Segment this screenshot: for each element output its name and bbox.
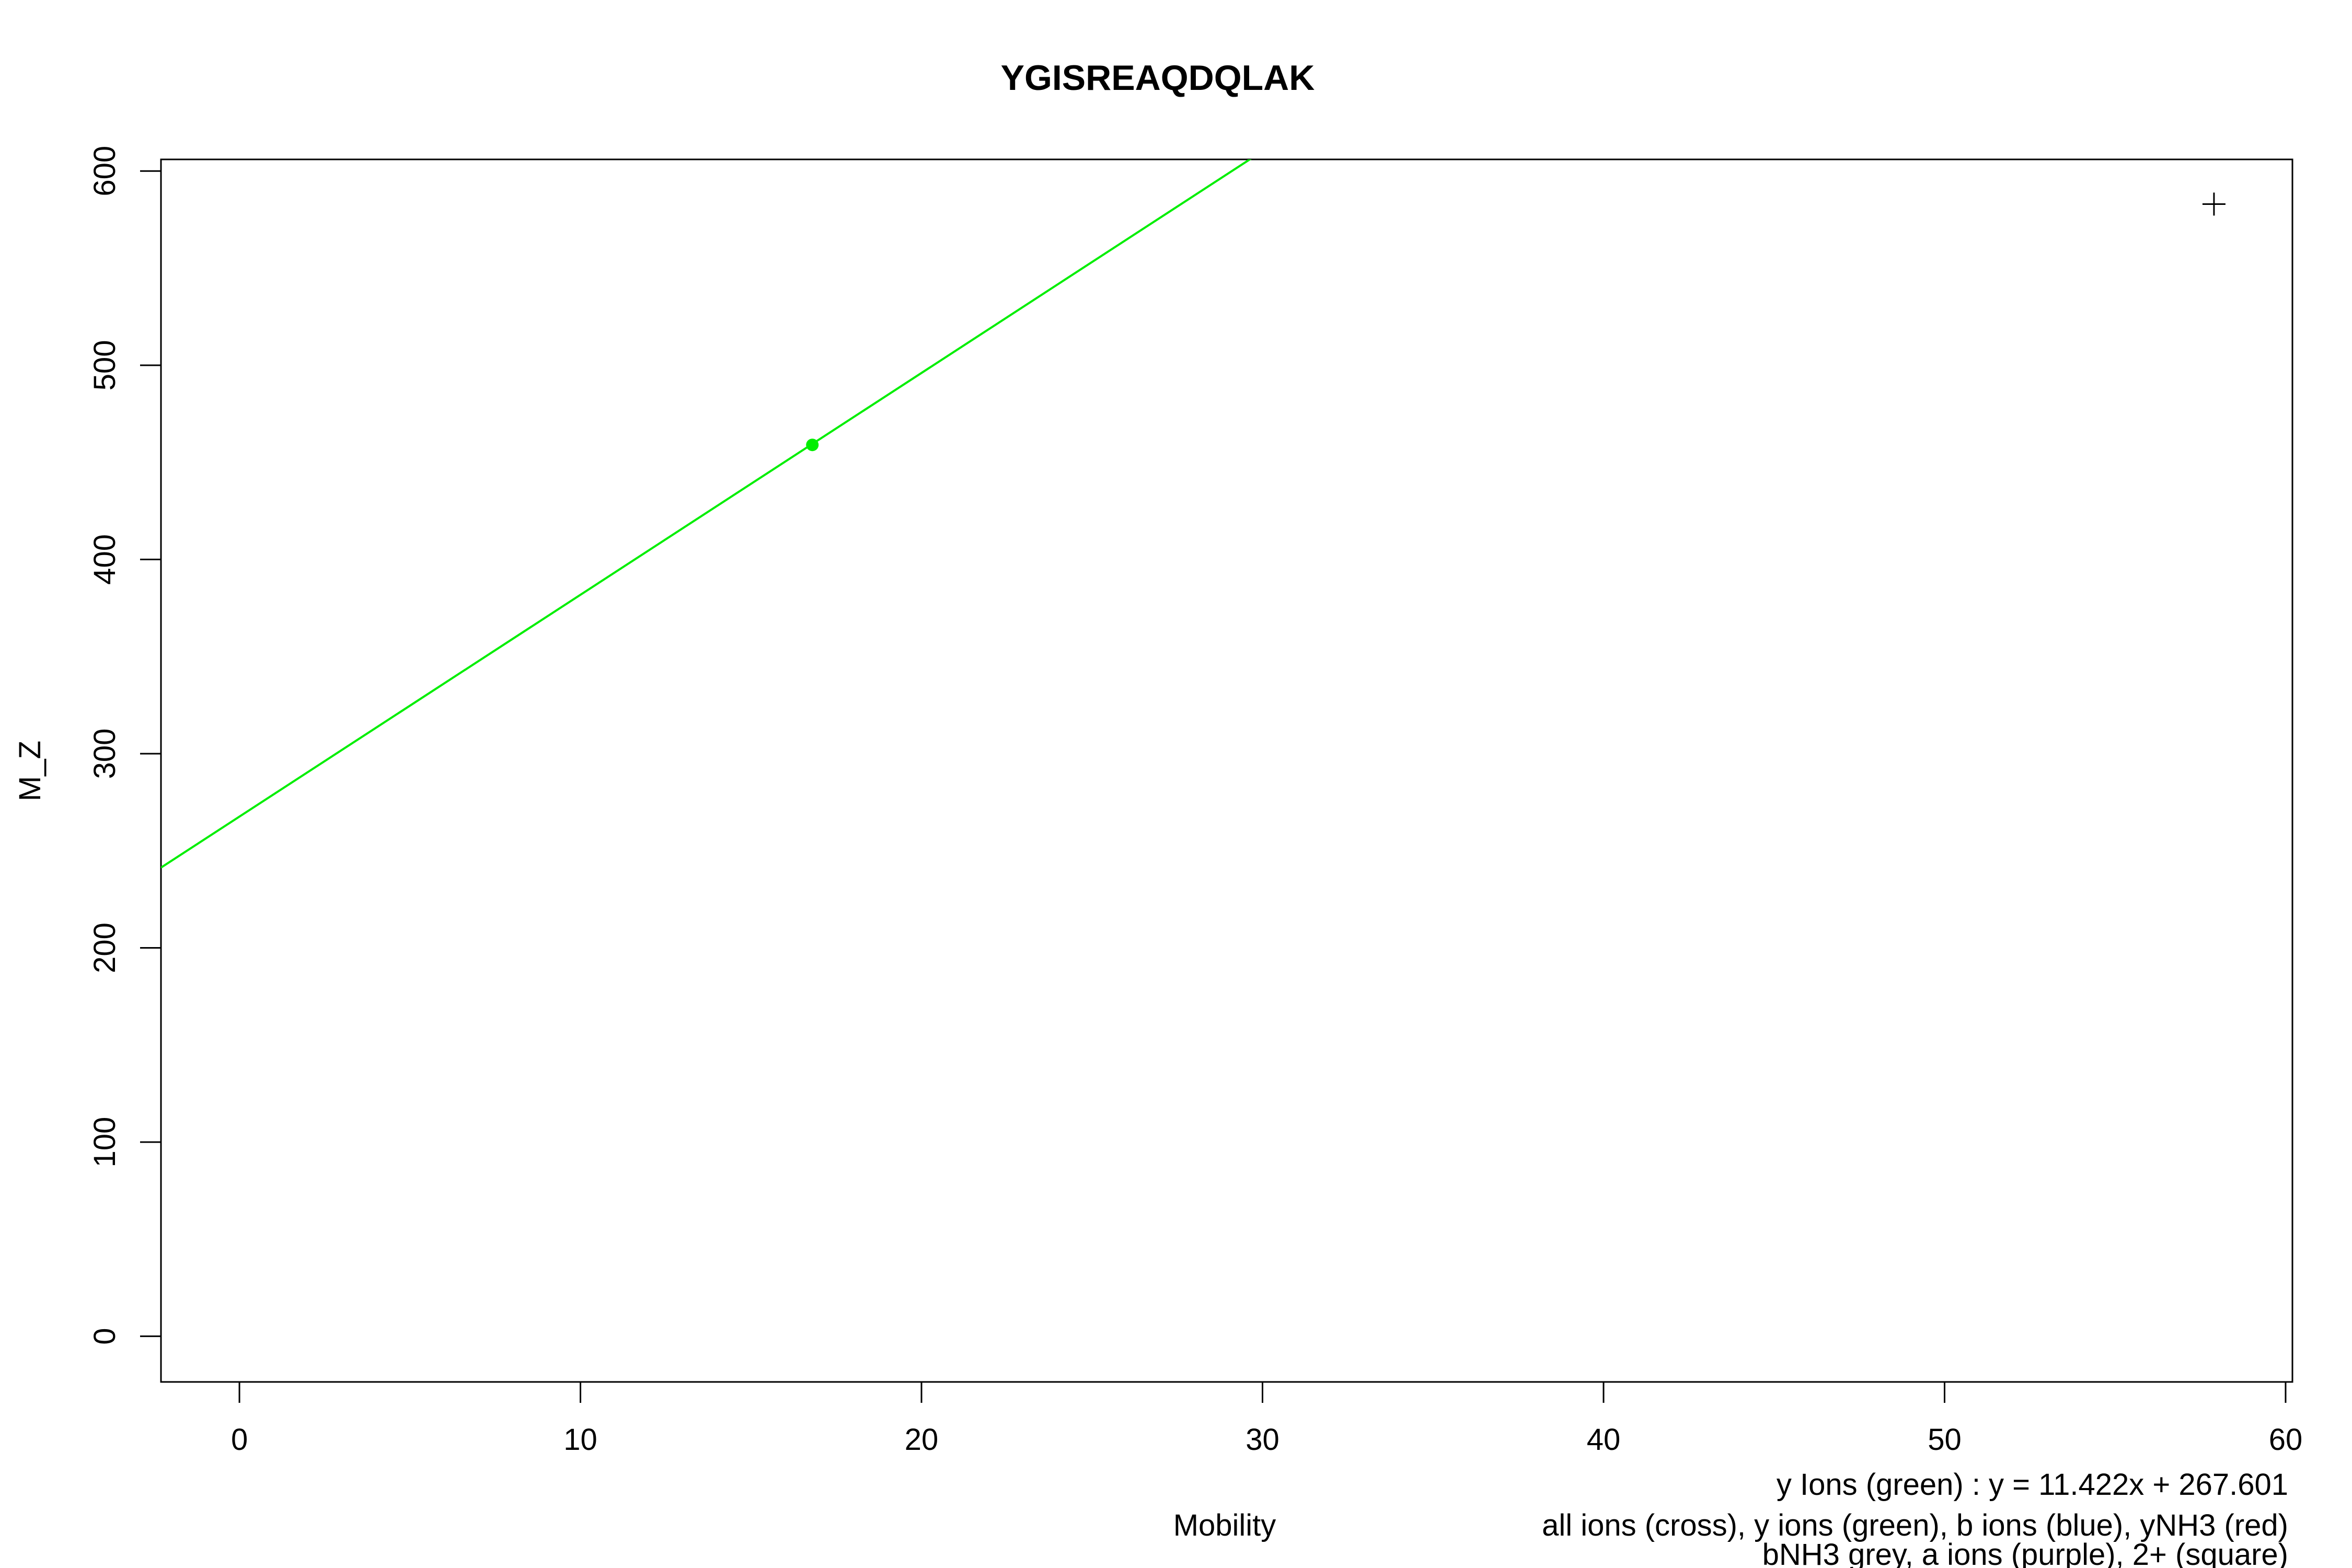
x-tick-label: 20 <box>905 1423 939 1457</box>
x-tick-label: 40 <box>1587 1423 1621 1457</box>
annotation-legend-line-2: bNH3 grey, a ions (purple), 2+ (square) <box>1762 1538 2288 1568</box>
annotation-fit-equation: y Ions (green) : y = 11.422x + 267.601 <box>1777 1468 2288 1502</box>
y-tick-label: 100 <box>88 1117 122 1168</box>
x-tick-label: 10 <box>563 1423 597 1457</box>
y-axis: 0 100 200 300 400 500 600 <box>88 146 162 1345</box>
x-tick-label: 0 <box>231 1423 248 1457</box>
x-tick-label: 50 <box>1928 1423 1962 1457</box>
y-axis-label: M_Z <box>13 741 47 801</box>
x-tick-label: 30 <box>1246 1423 1279 1457</box>
y-tick-label: 500 <box>88 340 122 390</box>
fit-line <box>161 159 1252 869</box>
y-tick-label: 400 <box>88 534 122 585</box>
annotation-legend-line-1: all ions (cross), y ions (green), b ions… <box>1542 1508 2288 1542</box>
y-tick-label: 200 <box>88 923 122 973</box>
x-axis: 0 10 20 30 40 50 60 <box>231 1381 2303 1457</box>
point-cross <box>2202 192 2226 216</box>
y-tick-label: 600 <box>88 146 122 197</box>
point-dot <box>806 439 819 452</box>
y-tick-label: 0 <box>88 1328 122 1345</box>
plot-frame <box>160 158 2293 1383</box>
x-tick-label: 60 <box>2269 1423 2303 1457</box>
plot-area <box>161 159 2226 869</box>
chart-title: YGISREAQDQLAK <box>1001 58 1315 98</box>
x-axis-label: Mobility <box>1173 1508 1276 1542</box>
y-tick-label: 300 <box>88 729 122 779</box>
